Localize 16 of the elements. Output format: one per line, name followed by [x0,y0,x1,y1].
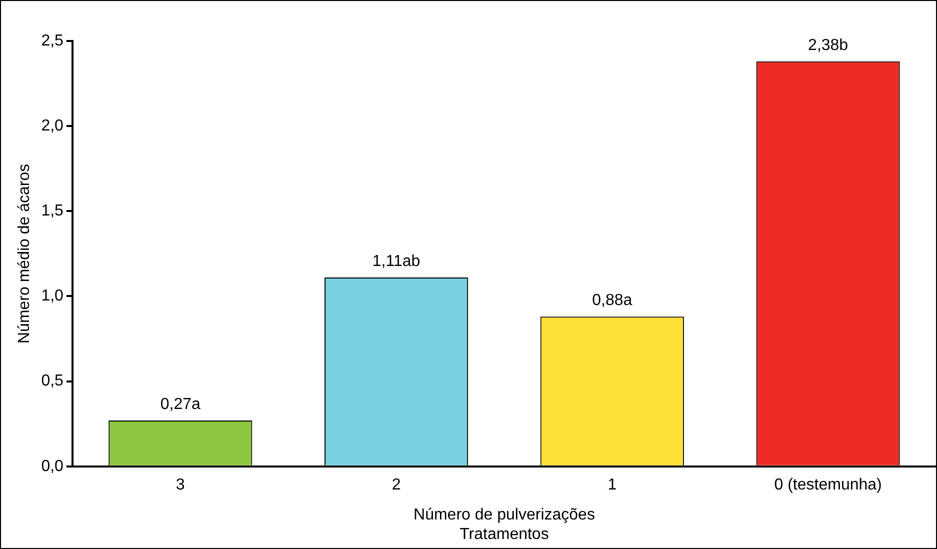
x-tick-label: 3 [176,476,185,494]
y-tick-label: 0,5 [41,372,64,390]
data-label: 0,27a [160,396,201,413]
data-label: 1,11ab [372,252,420,270]
y-tick-label: 1,5 [41,202,64,220]
y-tick-label: 2,5 [41,32,64,50]
y-axis-title: Número médio de ácaros [16,164,34,344]
y-tick-label: 0,0 [41,458,64,475]
y-tick-label: 2,0 [41,117,64,134]
x-tick-label: 0 (testemunha) [774,476,882,494]
y-tick-label: 1,0 [41,288,64,305]
data-label: 2,38b [808,36,848,54]
x-tick-label: 1 [608,476,617,494]
data-label: 0,88a [592,292,632,310]
x-tick-label: 2 [392,476,401,494]
x-axis-title: Número de pulverizações Tratamentos [414,506,595,543]
